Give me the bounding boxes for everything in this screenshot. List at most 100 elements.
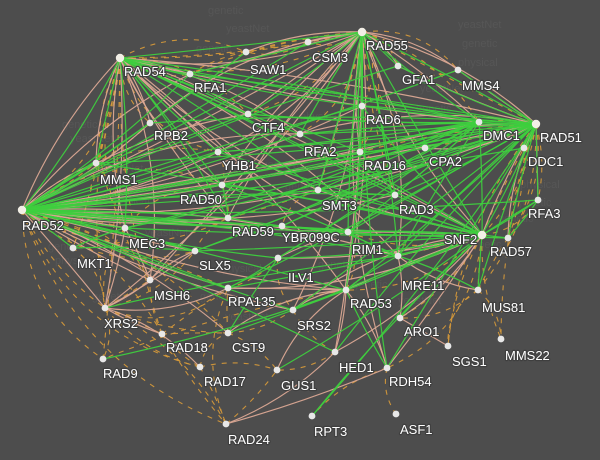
- node-rad9[interactable]: [99, 355, 107, 363]
- edge-yeastnet: [119, 31, 363, 59]
- node-rad51[interactable]: [531, 119, 541, 129]
- node-mms1[interactable]: [92, 159, 100, 167]
- edge-yeastnet: [21, 31, 363, 211]
- node-rad52[interactable]: [17, 205, 27, 215]
- node-label-rad9: RAD9: [103, 366, 138, 381]
- background-watermark: physical: [520, 179, 560, 191]
- edge-yeastnet: [361, 105, 537, 125]
- node-ilv1[interactable]: [274, 254, 282, 262]
- node-rad59[interactable]: [224, 214, 232, 222]
- node-rad17[interactable]: [196, 363, 204, 371]
- edge-genetic: [345, 234, 483, 291]
- node-label-saw1: SAW1: [250, 62, 286, 77]
- node-mus81[interactable]: [474, 286, 482, 294]
- node-srs2[interactable]: [289, 306, 297, 314]
- edge-yeastnet: [477, 123, 537, 291]
- node-ybr099c[interactable]: [278, 222, 286, 230]
- edge-yeastnet: [119, 57, 483, 236]
- edge-yeastnet: [457, 69, 537, 125]
- node-rad16[interactable]: [356, 148, 364, 156]
- node-gfa1[interactable]: [394, 62, 402, 70]
- node-yhb1[interactable]: [214, 148, 222, 156]
- node-rfa3[interactable]: [534, 196, 542, 204]
- edge-physical: [334, 289, 347, 353]
- edge-genetic: [21, 209, 104, 360]
- edge-genetic: [507, 147, 525, 239]
- node-saw1[interactable]: [242, 48, 250, 56]
- node-ctf4[interactable]: [244, 110, 252, 118]
- node-mkt1[interactable]: [69, 244, 77, 252]
- background-watermark: physical: [222, 263, 262, 275]
- edge-genetic: [72, 247, 106, 309]
- node-label-rad16: RAD16: [364, 158, 406, 173]
- node-cst9[interactable]: [224, 329, 232, 337]
- node-mec3[interactable]: [121, 224, 129, 232]
- node-rad53[interactable]: [342, 286, 350, 294]
- node-xrs2[interactable]: [101, 304, 109, 312]
- node-rad50[interactable]: [218, 181, 226, 189]
- edge-genetic: [21, 209, 227, 425]
- node-label-msh6: MSH6: [154, 288, 190, 303]
- node-rad6[interactable]: [358, 102, 366, 110]
- edge-yeastnet: [299, 133, 483, 236]
- node-mre11[interactable]: [394, 252, 402, 260]
- node-gus1[interactable]: [273, 366, 281, 374]
- node-label-smt3: SMT3: [322, 198, 357, 213]
- node-csm3[interactable]: [304, 38, 312, 46]
- edge-yeastnet: [21, 162, 97, 211]
- node-sgs1[interactable]: [444, 342, 452, 350]
- edge-yeastnet: [21, 57, 121, 211]
- node-label-rad17: RAD17: [204, 374, 246, 389]
- node-label-rad53: RAD53: [350, 296, 392, 311]
- node-hed1[interactable]: [331, 348, 339, 356]
- node-label-ilv1: ILV1: [288, 270, 314, 285]
- edge-genetic: [477, 237, 509, 291]
- node-rad55[interactable]: [357, 27, 367, 37]
- edge-physical: [397, 255, 403, 319]
- edge-genetic: [199, 366, 227, 425]
- node-ddc1[interactable]: [520, 144, 528, 152]
- node-mms4[interactable]: [454, 66, 462, 74]
- edge-yeastnet: [276, 234, 483, 371]
- node-rfa2[interactable]: [296, 130, 304, 138]
- node-rim1[interactable]: [344, 228, 352, 236]
- edge-genetic: [481, 199, 539, 236]
- node-rpa135[interactable]: [224, 284, 232, 292]
- node-rad3[interactable]: [391, 191, 399, 199]
- node-layer[interactable]: [17, 27, 542, 428]
- node-rad24[interactable]: [222, 420, 230, 428]
- edge-genetic: [481, 123, 537, 236]
- edge-yeastnet: [21, 151, 219, 211]
- node-rdh54[interactable]: [383, 364, 391, 372]
- edge-physical: [119, 57, 349, 233]
- edge-physical: [104, 287, 229, 311]
- node-smt3[interactable]: [314, 186, 322, 194]
- edge-yeastnet: [21, 65, 399, 211]
- node-rfa1[interactable]: [186, 70, 194, 78]
- node-snf2[interactable]: [477, 230, 487, 240]
- edge-yeastnet: [119, 57, 128, 229]
- edge-genetic: [21, 209, 106, 309]
- background-watermark: genetic: [196, 43, 232, 55]
- node-slx5[interactable]: [191, 247, 199, 255]
- node-cpa2[interactable]: [421, 144, 429, 152]
- edge-physical: [227, 287, 347, 291]
- edge-genetic: [500, 123, 537, 340]
- edge-yeastnet: [361, 31, 399, 257]
- node-rpt3[interactable]: [308, 412, 316, 420]
- node-aro1[interactable]: [396, 314, 404, 322]
- edge-genetic: [95, 57, 121, 164]
- node-rad18[interactable]: [158, 330, 166, 338]
- node-label-rad52: RAD52: [22, 218, 64, 233]
- node-asf1[interactable]: [392, 410, 400, 418]
- node-dmc1[interactable]: [475, 118, 483, 126]
- node-rad57[interactable]: [504, 234, 512, 242]
- node-mms22[interactable]: [497, 335, 505, 343]
- edge-yeastnet: [397, 255, 479, 291]
- yeastnet-edge-layer: [21, 31, 539, 417]
- node-msh6[interactable]: [146, 276, 154, 284]
- node-rad54[interactable]: [115, 53, 125, 63]
- node-rpb2[interactable]: [146, 119, 154, 127]
- edge-genetic: [384, 367, 397, 415]
